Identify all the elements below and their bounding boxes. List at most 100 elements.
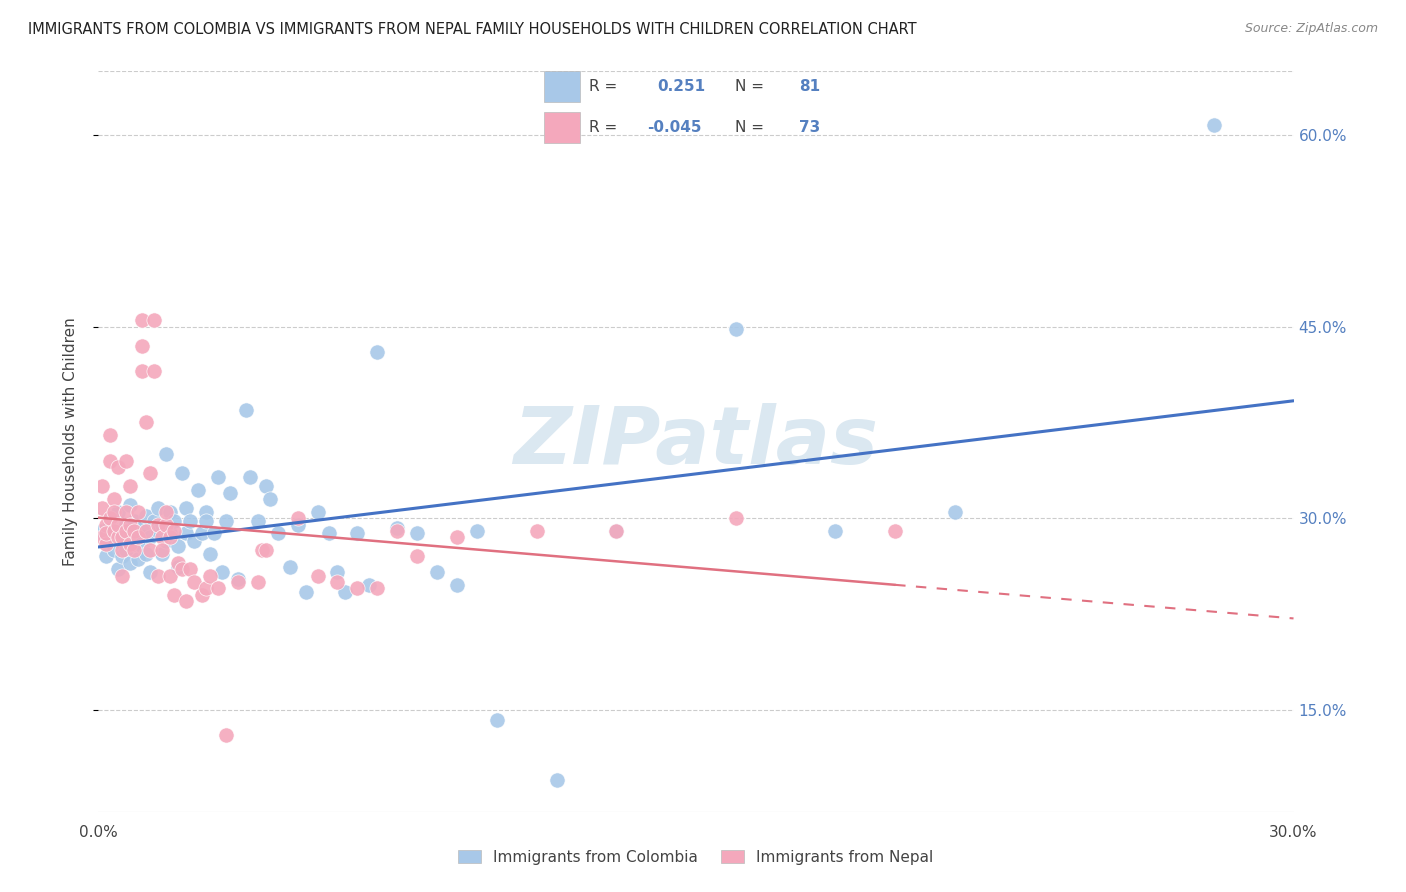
Point: [96, 536, 118, 550]
Point: [546, 772, 568, 787]
Point: [98, 517, 122, 532]
Legend: Immigrants from Colombia, Immigrants from Nepal: Immigrants from Colombia, Immigrants fro…: [453, 844, 939, 871]
Point: [318, 526, 340, 541]
Point: [115, 517, 138, 532]
Point: [366, 582, 388, 596]
Point: [219, 485, 242, 500]
Point: [103, 491, 125, 506]
Point: [148, 524, 170, 538]
Point: [167, 539, 190, 553]
Point: [135, 547, 157, 561]
Point: [426, 565, 449, 579]
Point: [191, 526, 214, 541]
Text: 0.251: 0.251: [657, 79, 706, 94]
Text: R =: R =: [589, 79, 617, 94]
Text: N =: N =: [735, 120, 763, 135]
Point: [385, 521, 409, 535]
Point: [120, 536, 142, 550]
Point: [150, 547, 173, 561]
Point: [111, 543, 134, 558]
Point: [148, 500, 170, 515]
Point: [246, 514, 269, 528]
Point: [120, 499, 142, 513]
Point: [174, 526, 197, 541]
Point: [211, 565, 233, 579]
Point: [385, 524, 409, 538]
Point: [155, 447, 177, 461]
Point: [115, 543, 138, 558]
Point: [163, 514, 186, 528]
Point: [605, 524, 627, 538]
Point: [172, 467, 194, 481]
Point: [326, 565, 349, 579]
Point: [465, 524, 488, 538]
Point: [335, 585, 357, 599]
Point: [107, 505, 129, 519]
Point: [943, 505, 966, 519]
Point: [150, 530, 173, 544]
Point: [98, 428, 122, 442]
Point: [103, 524, 125, 538]
Point: [202, 526, 225, 541]
Point: [107, 562, 129, 576]
Point: [163, 524, 186, 538]
Point: [135, 524, 157, 538]
Point: [120, 556, 142, 570]
Point: [131, 364, 153, 378]
Point: [155, 517, 177, 532]
Point: [111, 530, 134, 544]
Point: [111, 530, 134, 544]
Point: [139, 467, 162, 481]
Point: [131, 521, 153, 535]
Point: [183, 534, 205, 549]
Point: [159, 505, 181, 519]
Point: [183, 574, 205, 589]
FancyBboxPatch shape: [544, 71, 579, 102]
Point: [115, 453, 138, 467]
Point: [124, 524, 146, 538]
Point: [167, 559, 190, 574]
Point: [174, 500, 197, 515]
Point: [91, 524, 114, 538]
Point: [127, 526, 149, 541]
Point: [159, 526, 181, 541]
Point: [91, 500, 114, 515]
Point: [115, 524, 138, 538]
Point: [605, 524, 627, 538]
Point: [120, 479, 142, 493]
Point: [307, 568, 329, 582]
Point: [131, 313, 153, 327]
Point: [143, 514, 166, 528]
Point: [366, 345, 388, 359]
Point: [207, 582, 229, 596]
Point: [172, 562, 194, 576]
Point: [195, 505, 218, 519]
Point: [127, 530, 149, 544]
Point: [115, 505, 138, 519]
Text: R =: R =: [589, 120, 617, 135]
Point: [150, 543, 173, 558]
Point: [124, 536, 146, 550]
Point: [155, 534, 177, 549]
Point: [127, 552, 149, 566]
Point: [287, 517, 309, 532]
Point: [346, 526, 368, 541]
Point: [254, 543, 277, 558]
Point: [226, 574, 249, 589]
Point: [150, 517, 173, 532]
Point: [359, 577, 381, 591]
Point: [307, 505, 329, 519]
Point: [107, 460, 129, 475]
Point: [148, 517, 170, 532]
Point: [96, 526, 118, 541]
Point: [485, 713, 508, 727]
Point: [143, 313, 166, 327]
Point: [446, 530, 468, 544]
Point: [278, 559, 301, 574]
Text: 81: 81: [800, 79, 821, 94]
Point: [139, 530, 162, 544]
Point: [346, 582, 368, 596]
Point: [195, 582, 218, 596]
Point: [406, 526, 429, 541]
Point: [96, 517, 118, 532]
